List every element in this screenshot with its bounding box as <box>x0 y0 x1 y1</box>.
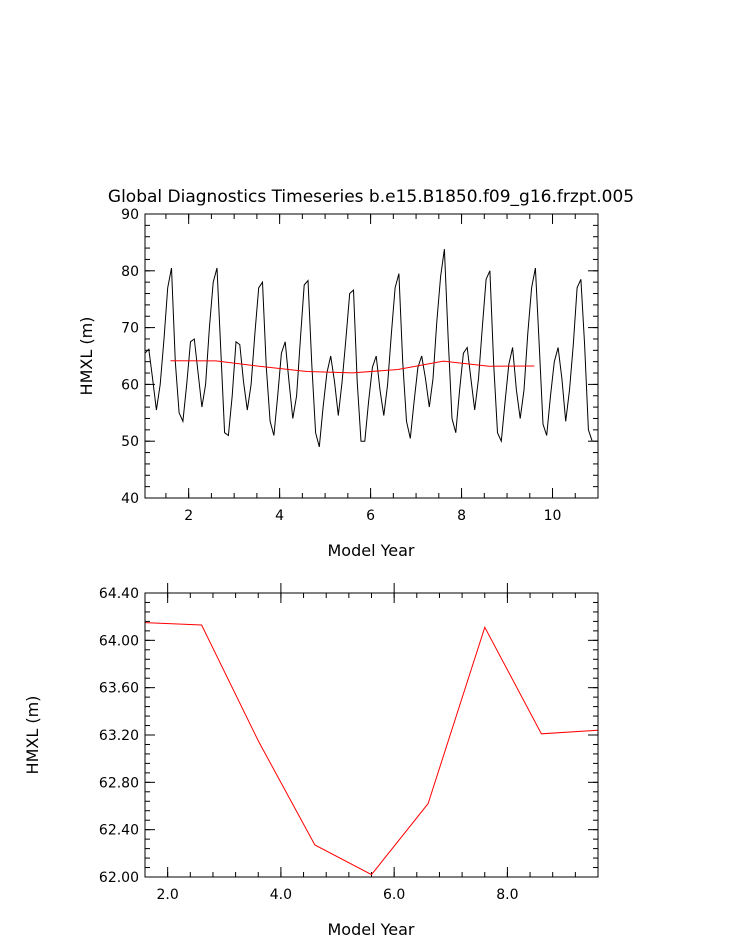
y-tick-label: 90 <box>121 207 139 223</box>
y-tick-label: 50 <box>121 434 139 450</box>
y-tick-label: 70 <box>121 321 139 337</box>
y-tick-label: 80 <box>121 264 139 280</box>
series-line-monthly <box>144 249 593 448</box>
plot-frame <box>144 213 599 499</box>
y-axis-label: HMXL (m) <box>23 696 42 775</box>
chart-annual-mean: 2.0 4.0 6.0 8.0 62.00 62.40 62.80 63.20 63.60 64… <box>23 583 599 939</box>
x-axis-label: Model Year <box>328 541 415 560</box>
x-tick-label: 6 <box>366 508 375 524</box>
x-tick-label: 4 <box>275 508 284 524</box>
y-axis-label: HMXL (m) <box>77 317 96 396</box>
y-tick-label: 64.00 <box>99 633 139 649</box>
x-tick-label: 8 <box>457 508 466 524</box>
x-tick-label: 2.0 <box>157 887 179 903</box>
x-axis-label: Model Year <box>328 920 415 939</box>
minor-ticks <box>145 213 599 499</box>
series-line-annual-mean <box>170 360 535 374</box>
minor-ticks <box>144 592 599 878</box>
x-ticks: 2.0 4.0 6.0 8.0 <box>157 583 519 903</box>
chart-title: Global Diagnostics Timeseries b.e15.B185… <box>108 187 634 207</box>
x-ticks: 2 4 6 8 10 <box>184 214 561 524</box>
chart-timeseries: Global Diagnostics Timeseries b.e15.B185… <box>77 187 634 560</box>
x-tick-label: 10 <box>544 508 562 524</box>
y-tick-label: 40 <box>121 491 139 507</box>
y-tick-label: 64.40 <box>99 586 139 602</box>
series-group <box>144 622 599 876</box>
y-tick-label: 63.20 <box>99 728 139 744</box>
x-tick-label: 6.0 <box>383 887 405 903</box>
y-tick-label: 60 <box>121 377 139 393</box>
x-tick-label: 4.0 <box>270 887 292 903</box>
y-ticks: 62.00 62.40 62.80 63.20 63.60 64.00 64.40 <box>99 586 598 886</box>
plot-frame <box>144 592 599 878</box>
y-tick-label: 62.00 <box>99 870 139 886</box>
y-tick-label: 62.40 <box>99 823 139 839</box>
y-tick-label: 63.60 <box>99 681 139 697</box>
x-tick-label: 8.0 <box>496 887 518 903</box>
x-tick-label: 2 <box>184 508 193 524</box>
series-group <box>144 249 593 448</box>
y-tick-label: 62.80 <box>99 775 139 791</box>
series-line-annual-mean <box>144 622 599 876</box>
y-ticks: 40 50 60 70 80 90 <box>121 207 598 507</box>
